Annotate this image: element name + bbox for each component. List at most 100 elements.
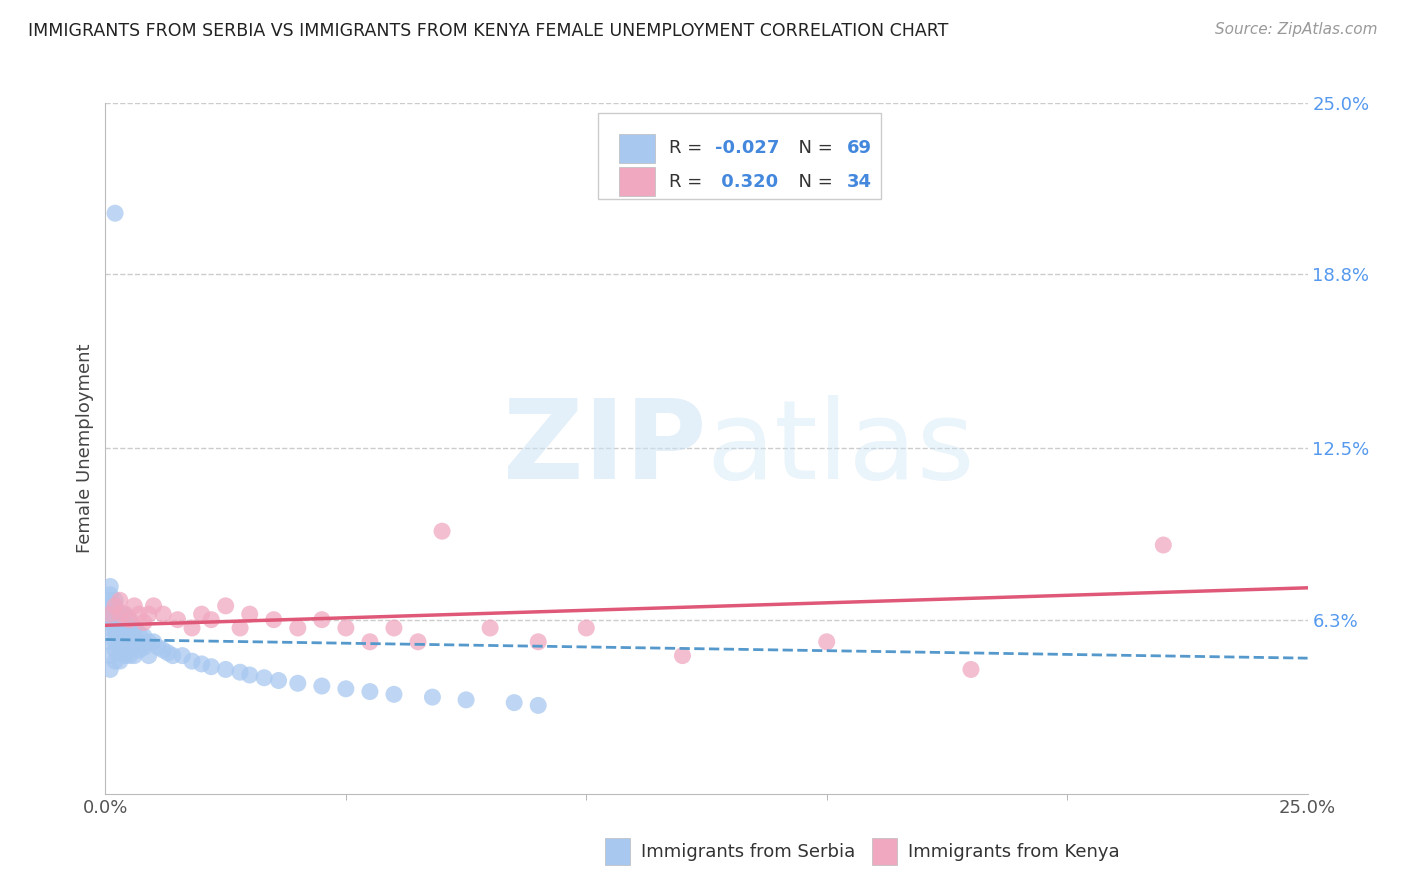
Point: [190, 657, 212, 671]
Point: [108, 607, 131, 621]
Point: [503, 696, 526, 710]
Point: [527, 635, 550, 649]
Text: R =: R =: [669, 139, 709, 157]
Point: [104, 607, 127, 621]
Text: R =: R =: [669, 172, 709, 191]
Text: 69: 69: [848, 139, 872, 157]
Y-axis label: Female Unemployment: Female Unemployment: [76, 343, 94, 553]
Point: [108, 643, 131, 657]
Point: [104, 654, 127, 668]
Point: [108, 626, 131, 640]
Point: [104, 593, 127, 607]
Point: [239, 668, 262, 682]
Point: [104, 615, 127, 630]
Point: [118, 613, 141, 627]
Point: [114, 615, 136, 630]
Text: N =: N =: [787, 139, 838, 157]
Point: [359, 684, 381, 698]
Point: [98, 607, 121, 621]
Point: [311, 679, 333, 693]
Point: [406, 635, 429, 649]
Point: [108, 621, 131, 635]
Point: [181, 621, 204, 635]
Point: [108, 613, 131, 627]
Point: [114, 648, 136, 663]
Point: [104, 643, 127, 657]
Point: [104, 621, 127, 635]
Point: [114, 626, 136, 640]
Text: Source: ZipAtlas.com: Source: ZipAtlas.com: [1215, 22, 1378, 37]
Point: [148, 640, 170, 655]
Point: [104, 206, 127, 220]
Point: [128, 643, 150, 657]
FancyBboxPatch shape: [599, 113, 880, 200]
Text: -0.027: -0.027: [714, 139, 779, 157]
FancyBboxPatch shape: [619, 167, 655, 196]
Text: 0.320: 0.320: [714, 172, 778, 191]
Point: [108, 607, 131, 621]
Point: [527, 698, 550, 713]
Point: [200, 659, 222, 673]
Point: [575, 621, 598, 635]
Point: [382, 621, 405, 635]
Point: [138, 635, 160, 649]
Point: [671, 648, 693, 663]
FancyBboxPatch shape: [619, 134, 655, 162]
Point: [104, 635, 127, 649]
Point: [335, 621, 357, 635]
Point: [142, 635, 165, 649]
Point: [132, 615, 155, 630]
Point: [104, 599, 127, 613]
Point: [181, 654, 204, 668]
Text: ZIP: ZIP: [503, 395, 707, 501]
Point: [311, 613, 333, 627]
Point: [960, 662, 983, 677]
Point: [200, 613, 222, 627]
Point: [156, 646, 179, 660]
Point: [98, 593, 121, 607]
Point: [239, 607, 262, 621]
Text: 34: 34: [848, 172, 872, 191]
Point: [253, 671, 276, 685]
Point: [114, 607, 136, 621]
Point: [124, 621, 146, 635]
Point: [98, 607, 121, 621]
Point: [142, 599, 165, 613]
Point: [229, 665, 252, 680]
Point: [98, 615, 121, 630]
Point: [287, 621, 309, 635]
Point: [124, 599, 146, 613]
Text: atlas: atlas: [707, 395, 974, 501]
Point: [98, 580, 121, 594]
Point: [815, 635, 838, 649]
Point: [214, 599, 236, 613]
Point: [108, 635, 131, 649]
Point: [118, 635, 141, 649]
Point: [98, 588, 121, 602]
Text: Immigrants from Kenya: Immigrants from Kenya: [908, 843, 1121, 861]
Point: [114, 607, 136, 621]
Point: [214, 662, 236, 677]
Point: [118, 613, 141, 627]
Point: [118, 621, 141, 635]
Point: [172, 648, 194, 663]
Point: [138, 648, 160, 663]
Point: [267, 673, 290, 688]
Point: [152, 643, 174, 657]
Point: [454, 693, 477, 707]
Point: [124, 648, 146, 663]
Point: [382, 687, 405, 701]
Point: [229, 621, 252, 635]
Point: [98, 599, 121, 613]
Point: [162, 648, 184, 663]
Point: [108, 593, 131, 607]
Point: [128, 635, 150, 649]
Point: [152, 607, 174, 621]
Point: [128, 626, 150, 640]
Point: [104, 599, 127, 613]
Point: [128, 607, 150, 621]
Point: [108, 654, 131, 668]
Point: [263, 613, 285, 627]
Point: [132, 640, 155, 655]
Point: [335, 681, 357, 696]
